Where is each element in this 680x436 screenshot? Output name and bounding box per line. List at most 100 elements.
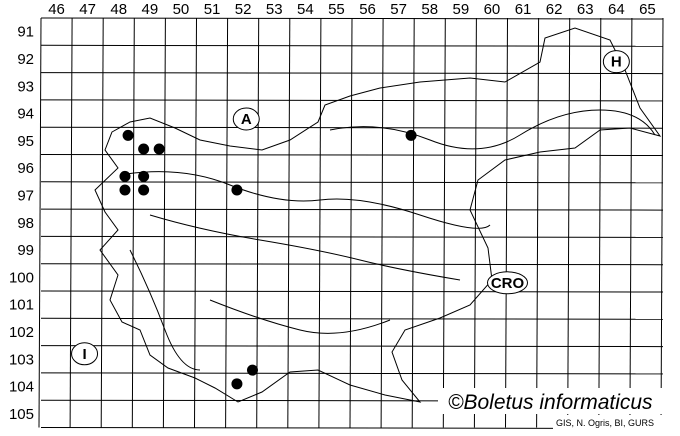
grid-line-vertical <box>629 17 633 428</box>
country-marker <box>71 342 99 366</box>
grid-line-vertical <box>194 17 197 428</box>
records <box>119 129 417 390</box>
row-label: 92 <box>17 51 34 68</box>
row-label: 96 <box>17 160 34 177</box>
grid-line-horizontal <box>40 181 664 184</box>
country-label: A <box>241 111 252 128</box>
row-label: 98 <box>17 215 34 232</box>
grid-line-horizontal <box>40 126 664 129</box>
row-label: 93 <box>17 78 34 95</box>
column-label: 47 <box>79 1 96 18</box>
row-labels: 91 92 93 94 95 96 97 98 99 100 101 102 103 104 105 <box>9 24 34 423</box>
column-label: 58 <box>421 1 438 18</box>
column-label: 57 <box>390 1 407 18</box>
grid-line-horizontal <box>40 345 664 348</box>
country-label: CRO <box>491 275 525 292</box>
grid-line-vertical <box>567 17 571 428</box>
grid-line-vertical <box>162 17 166 428</box>
grid-line-vertical <box>256 17 260 428</box>
row-label: 97 <box>17 187 34 204</box>
row-label: 95 <box>17 133 34 150</box>
credit-text: GIS, N. Ogris, BI, GURS <box>556 418 654 428</box>
country-border <box>94 27 662 403</box>
column-label: 60 <box>484 1 501 18</box>
column-label: 53 <box>266 1 283 18</box>
country-labels: A H CRO I <box>71 50 630 366</box>
column-label: 49 <box>142 1 159 18</box>
grid-line-vertical <box>473 17 477 428</box>
copyright-text: ©Boletus informaticus <box>448 391 653 414</box>
column-label: 51 <box>204 1 221 18</box>
record-dot <box>138 143 150 155</box>
column-label: 64 <box>608 1 625 18</box>
row-label: 102 <box>9 324 34 341</box>
grid-line-vertical <box>380 17 384 428</box>
grid-line-vertical <box>660 17 664 428</box>
column-label: 65 <box>639 1 656 18</box>
column-label: 63 <box>577 1 594 18</box>
column-label: 62 <box>546 1 563 18</box>
row-label: 104 <box>9 379 34 396</box>
row-label: 100 <box>9 269 34 286</box>
column-label: 48 <box>110 1 127 18</box>
grid-line-vertical <box>349 17 353 428</box>
record-dot <box>138 184 150 196</box>
record-dot <box>119 170 131 182</box>
column-labels: 46 47 48 49 50 51 52 53 54 55 56 57 58 59 60 61 62 63 64 65 <box>48 1 656 18</box>
record-dot <box>246 364 258 376</box>
row-label: 94 <box>17 106 34 123</box>
copyright-background <box>438 388 666 414</box>
grid-line-vertical <box>100 17 104 428</box>
column-label: 52 <box>235 1 252 18</box>
river <box>329 109 656 150</box>
border-outline <box>94 27 662 403</box>
row-label: 91 <box>17 24 34 41</box>
grid-line-horizontal <box>40 72 664 75</box>
country-label: I <box>82 346 86 363</box>
record-dot <box>405 129 417 141</box>
grid-line-vertical <box>505 17 508 428</box>
record-dot <box>122 129 134 141</box>
grid-line-vertical <box>287 17 291 428</box>
grid-line-vertical <box>411 17 415 428</box>
column-label: 59 <box>453 1 470 18</box>
record-dot <box>153 143 165 155</box>
country-label: H <box>611 54 622 71</box>
grid <box>38 17 664 429</box>
river <box>149 214 461 281</box>
country-marker <box>487 271 528 295</box>
river <box>129 249 201 371</box>
grid-line-vertical <box>131 17 135 428</box>
grid-line-vertical <box>318 17 322 428</box>
record-dot <box>119 184 131 196</box>
row-label: 105 <box>9 406 34 423</box>
grid-line-horizontal <box>40 17 664 20</box>
grid-line-horizontal <box>40 235 664 238</box>
grid-line-vertical <box>598 17 602 428</box>
grid-line-vertical <box>536 17 540 428</box>
column-label: 55 <box>328 1 345 18</box>
column-label: 50 <box>173 1 190 18</box>
grid-line-horizontal <box>40 99 664 102</box>
grid-line-horizontal <box>40 263 664 266</box>
column-label: 56 <box>359 1 376 18</box>
column-label: 54 <box>297 1 314 18</box>
row-label: 99 <box>17 242 34 259</box>
record-dot <box>138 170 150 182</box>
row-label: 103 <box>9 351 34 368</box>
grid-line-horizontal <box>40 154 664 156</box>
grid-line-horizontal <box>40 372 664 375</box>
grid-line-horizontal <box>40 44 664 47</box>
column-label: 61 <box>515 1 532 18</box>
credit-background <box>553 415 673 429</box>
column-label: 46 <box>48 1 65 18</box>
country-marker <box>232 107 260 131</box>
grid-line-vertical <box>225 17 229 428</box>
grid-line-horizontal <box>40 208 664 211</box>
river <box>209 299 391 334</box>
river <box>119 171 491 229</box>
grid-line-vertical <box>69 17 73 428</box>
record-dot <box>231 184 243 196</box>
grid-line-vertical <box>38 17 42 428</box>
